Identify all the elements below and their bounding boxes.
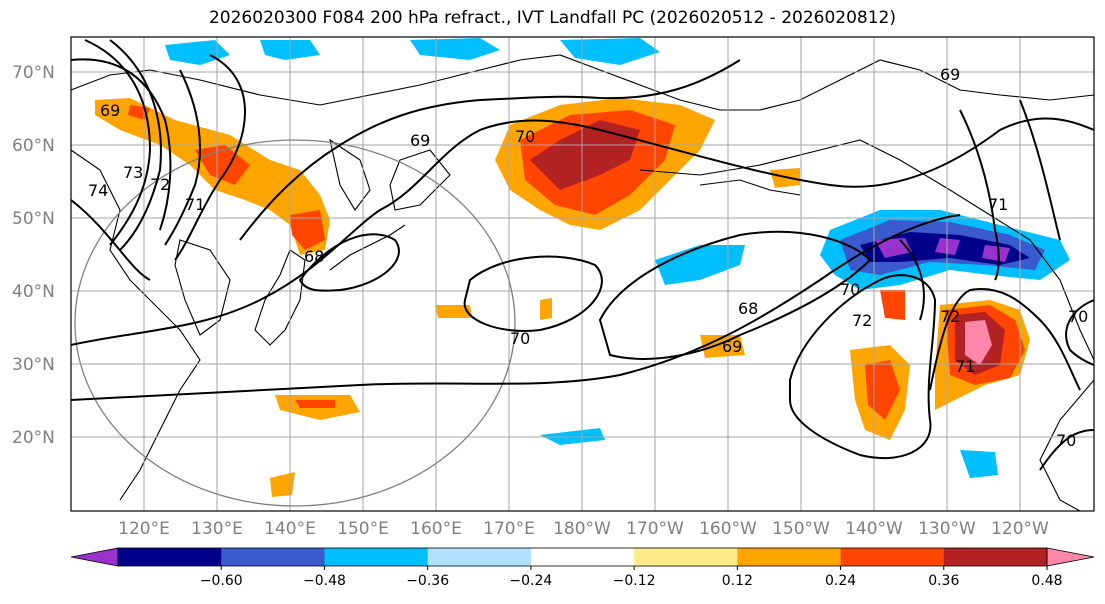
- shaded-anomalies: [95, 38, 1070, 497]
- contour-label: 69: [722, 337, 742, 356]
- refractivity-contours: [70, 39, 1095, 471]
- shade-japan-red: [290, 210, 325, 250]
- lat-label: 20°N: [12, 428, 55, 448]
- colorbar-tick-label: 0.36: [928, 573, 959, 589]
- colorbar-tick-label: 0.48: [1031, 573, 1062, 589]
- shade-pacific-blue: [655, 245, 745, 285]
- colorbar-tick-label: −0.60: [200, 573, 243, 589]
- contour-label: 71: [988, 195, 1008, 214]
- contour-label: 70: [515, 127, 535, 146]
- shade-mid-orange-4: [540, 298, 552, 320]
- lon-label: 150°W: [772, 519, 830, 539]
- colorbar-segment: [324, 548, 429, 566]
- map-border: [70, 36, 1095, 512]
- lon-label: 150°E: [337, 519, 389, 539]
- colorbar-tick-label: −0.48: [303, 573, 346, 589]
- colorbar: −0.60 −0.48 −0.36 −0.24 −0.12 0.12 0.24 0.36 0.4…: [70, 547, 1095, 589]
- shade-westcoast-pink: [965, 320, 992, 365]
- contour-label: 69: [410, 131, 430, 150]
- colorbar-tick-label: 0.12: [722, 573, 753, 589]
- shade-pac-orange-3: [880, 290, 905, 320]
- lon-label: 140°W: [845, 519, 903, 539]
- latitude-labels: 70°N 60°N 50°N 40°N 30°N 20°N: [12, 63, 55, 448]
- shade-mid-orange-2: [270, 472, 295, 497]
- lon-label: 130°W: [918, 519, 976, 539]
- colorbar-tick-label: −0.12: [613, 573, 656, 589]
- lon-label: 170°W: [626, 519, 684, 539]
- shade-arctic-blue-1: [165, 40, 230, 65]
- lon-label: 180°W: [553, 519, 611, 539]
- contour-label: 68: [304, 247, 324, 266]
- contour-label: 70: [1056, 431, 1076, 450]
- lat-label: 70°N: [12, 63, 55, 83]
- colorbar-segment: [118, 548, 222, 566]
- colorbar-segment: [221, 548, 325, 566]
- colorbar-segment: [943, 548, 1048, 566]
- colorbar-segment: [530, 548, 635, 566]
- shade-east-blue: [960, 450, 998, 478]
- longitude-labels: 120°E 130°E 140°E 150°E 160°E 170°E 180°…: [118, 519, 1049, 539]
- shade-asia-positive: [95, 98, 330, 255]
- contour-labels: 69 70 71 72 73 74 69 70 68 69 70 72 72 7…: [88, 65, 1088, 450]
- lon-label: 120°E: [118, 519, 170, 539]
- lon-label: 160°E: [410, 519, 462, 539]
- contour-label: 68: [738, 299, 758, 318]
- contour-label: 72: [852, 311, 872, 330]
- shade-mid-orange-3: [435, 305, 472, 318]
- lon-label: 170°E: [483, 519, 535, 539]
- contour-label: 71: [185, 195, 205, 214]
- contour-label: 72: [150, 175, 170, 194]
- colorbar-segment: [634, 548, 738, 566]
- shade-mid-red-1: [295, 400, 335, 408]
- shade-arctic-blue-3: [410, 38, 500, 60]
- contour-label: 74: [88, 181, 108, 200]
- colorbar-extend-low: [70, 547, 119, 567]
- lat-label: 30°N: [12, 355, 55, 375]
- colorbar-tick-label: −0.36: [406, 573, 449, 589]
- shade-pac-orange-2: [700, 335, 745, 358]
- contour-label: 70: [1068, 307, 1088, 326]
- radius-circle: [74, 139, 516, 507]
- colorbar-segment: [840, 548, 945, 566]
- colorbar-tick-label: 0.24: [825, 573, 856, 589]
- colorbar-border: [117, 547, 1048, 567]
- contour-label: 70: [510, 329, 530, 348]
- contour-label: 69: [940, 65, 960, 84]
- colorbar-extend-high: [1046, 547, 1095, 567]
- lon-label: 120°W: [991, 519, 1049, 539]
- map-panel: 69 70 71 72 73 74 69 70 68 69 70 72 72 7…: [70, 36, 1095, 512]
- contour-label: 72: [940, 307, 960, 326]
- contour-label: 69: [100, 101, 120, 120]
- lon-label: 160°W: [699, 519, 757, 539]
- lat-label: 40°N: [12, 282, 55, 302]
- contour-label: 71: [955, 357, 975, 376]
- contour-label: 73: [123, 163, 143, 182]
- colorbar-segment: [737, 548, 842, 566]
- lon-label: 140°E: [264, 519, 316, 539]
- colorbar-segment: [427, 548, 532, 566]
- contour-label: 70: [840, 280, 860, 299]
- colorbar-tick-label: −0.24: [509, 573, 552, 589]
- shade-arctic-blue-4: [560, 38, 660, 65]
- lat-label: 50°N: [12, 209, 55, 229]
- shade-goa-purple: [875, 238, 1010, 262]
- shade-ne-orange: [770, 168, 800, 188]
- lon-label: 130°E: [191, 519, 243, 539]
- shade-bering-dark: [530, 120, 640, 190]
- lat-label: 60°N: [12, 136, 55, 156]
- map-title: 2026020300 F084 200 hPa refract., IVT La…: [208, 8, 896, 28]
